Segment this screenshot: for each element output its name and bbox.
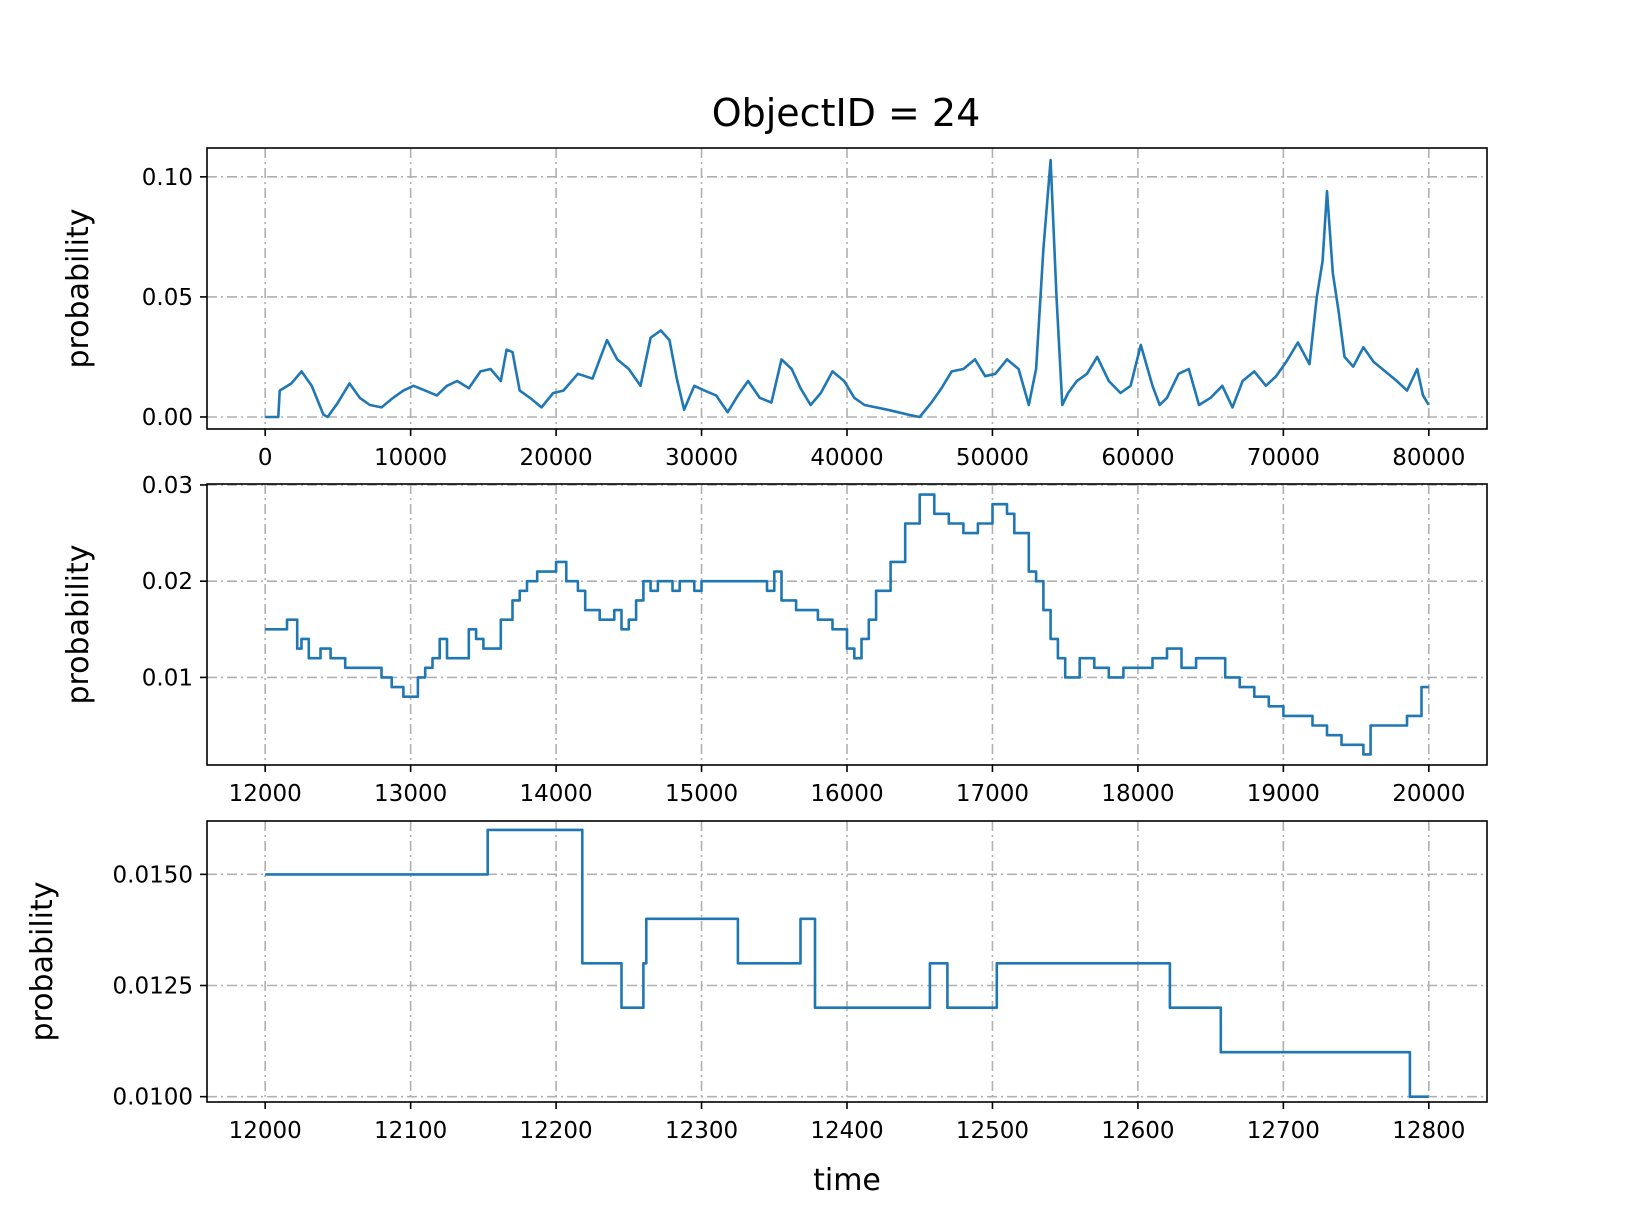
x-tick-label: 12800 [1392, 1118, 1465, 1144]
series-line [265, 493, 1429, 756]
x-tick-label: 40000 [810, 445, 883, 471]
y-tick-label: 0.10 [142, 165, 193, 191]
x-tick-label: 30000 [665, 445, 738, 471]
y-tick-label: 0.03 [142, 473, 193, 499]
y-tick-label: 0.01 [142, 665, 193, 691]
y-axis-label: probability [61, 544, 96, 704]
x-tick-label: 17000 [956, 781, 1029, 807]
x-tick-label: 0 [258, 445, 273, 471]
x-tick-label: 12500 [956, 1118, 1029, 1144]
y-tick-label: 0.02 [142, 569, 193, 595]
x-tick-label: 13000 [374, 781, 447, 807]
x-tick-label: 12000 [229, 781, 302, 807]
x-tick-label: 19000 [1247, 781, 1320, 807]
x-tick-label: 12300 [665, 1118, 738, 1144]
x-tick-label: 12000 [229, 1118, 302, 1144]
y-tick-label: 0.0100 [113, 1085, 193, 1111]
chart-title: ObjectID = 24 [712, 91, 981, 135]
x-tick-label: 10000 [374, 445, 447, 471]
y-axis-label: probability [25, 881, 60, 1041]
y-tick-label: 0.05 [142, 285, 193, 311]
x-tick-label: 12600 [1101, 1118, 1174, 1144]
x-tick-label: 14000 [520, 781, 593, 807]
x-tick-label: 12700 [1247, 1118, 1320, 1144]
subplot-2: 12000 13000 14000 15000 16000 17000 18000 19000… [61, 473, 1488, 807]
x-tick-label: 80000 [1392, 445, 1465, 471]
series-line [265, 158, 1430, 419]
y-tick-label: 0.0150 [113, 862, 193, 888]
x-tick-label: 60000 [1101, 445, 1174, 471]
x-tick-label: 12200 [520, 1118, 593, 1144]
x-tick-label: 70000 [1247, 445, 1320, 471]
y-axis-label: probability [61, 208, 96, 368]
x-tick-label: 16000 [810, 781, 883, 807]
y-tick-label: 0.0125 [113, 974, 193, 1000]
x-tick-label: 12400 [810, 1118, 883, 1144]
x-tick-label: 12100 [374, 1118, 447, 1144]
x-tick-label: 50000 [956, 445, 1029, 471]
subplot-1: 0 10000 20000 30000 40000 50000 60000 70000 8000… [61, 147, 1488, 471]
x-tick-label: 20000 [1392, 781, 1465, 807]
y-tick-label: 0.00 [142, 405, 193, 431]
x-tick-label: 20000 [520, 445, 593, 471]
subplot-3: 12000 12100 12200 12300 12400 12500 12600 12700… [25, 820, 1488, 1198]
x-axis-label: time [813, 1163, 881, 1198]
x-tick-label: 15000 [665, 781, 738, 807]
x-tick-label: 18000 [1101, 781, 1174, 807]
series-line [265, 828, 1429, 1098]
